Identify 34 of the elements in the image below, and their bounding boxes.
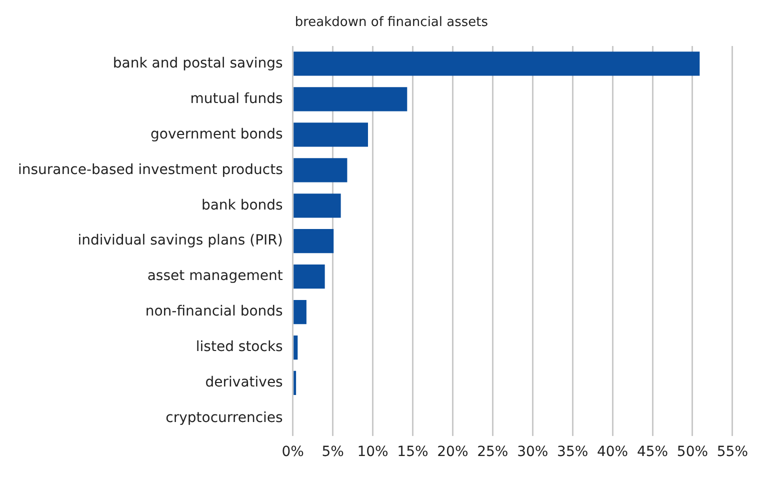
x-tick-label: 10% [357, 444, 388, 460]
y-tick-label: bank and postal savings [112, 55, 283, 72]
x-tick-label: 25% [477, 444, 508, 460]
x-tick-label: 40% [596, 444, 628, 460]
x-tick-label: 35% [557, 444, 588, 460]
y-tick-label: insurance-based investment products [18, 162, 283, 178]
y-tick-label: derivatives [205, 374, 283, 391]
x-tick-label: 50% [676, 444, 708, 460]
x-tick-label: 20% [437, 444, 468, 460]
x-tick-label: 15% [397, 444, 428, 460]
bar [294, 87, 408, 112]
bar [294, 370, 296, 396]
x-tick-label: 30% [517, 444, 548, 460]
y-tick-label: listed stocks [196, 339, 283, 356]
chart-title: breakdown of financial assets [294, 14, 488, 30]
x-tick-label: 5% [322, 444, 344, 460]
x-tick-label: 45% [636, 444, 668, 460]
y-tick-label: individual savings plans (PIR) [78, 232, 283, 249]
y-tick-label: bank bonds [201, 197, 283, 214]
y-tick-label: mutual funds [190, 90, 283, 107]
bar [294, 229, 334, 254]
bar [294, 194, 341, 218]
y-tick-label: cryptocurrencies [166, 410, 283, 426]
y-tick-label: non-financial bonds [145, 304, 283, 320]
bar [294, 158, 348, 182]
y-tick-label: government bonds [150, 126, 283, 142]
y-tick-label: asset management [147, 268, 284, 284]
bar [294, 264, 325, 289]
bar [294, 52, 700, 76]
x-tick-label: 0% [282, 444, 304, 460]
bar [294, 335, 298, 360]
bar [294, 300, 306, 324]
bar [294, 122, 368, 147]
x-tick-label: 55% [716, 444, 748, 460]
